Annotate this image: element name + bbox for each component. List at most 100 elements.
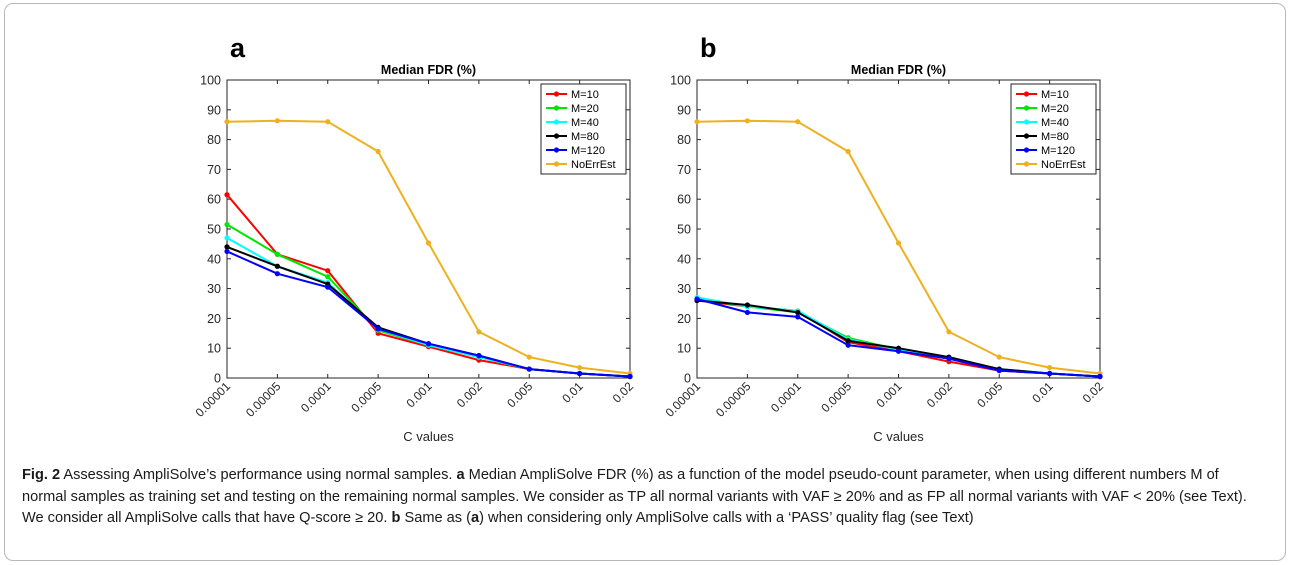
legend-label: NoErrEst [1041, 159, 1086, 171]
x-tick-label: 0.01 [1029, 379, 1056, 406]
y-tick-label: 80 [677, 133, 691, 147]
y-tick-label: 30 [677, 282, 691, 296]
data-point [526, 354, 532, 360]
figure-caption: Fig. 2 Assessing AmpliSolve’s performanc… [22, 465, 1267, 530]
legend-marker [1023, 105, 1030, 111]
y-tick-label: 90 [677, 103, 691, 117]
data-point [476, 329, 482, 335]
data-point [1047, 364, 1053, 371]
y-tick-label: 40 [207, 252, 221, 266]
data-point [425, 341, 432, 347]
panel-letter: a [230, 33, 246, 63]
data-point [795, 309, 801, 316]
data-point [375, 326, 381, 332]
x-tick-label: 0.00001 [663, 379, 704, 420]
data-point [845, 148, 851, 155]
data-point [224, 192, 230, 198]
legend-marker [553, 119, 560, 125]
data-point [325, 268, 331, 274]
legend-label: M=10 [571, 89, 599, 101]
legend-marker [553, 133, 560, 139]
legend-label: M=20 [571, 103, 599, 115]
panel-a: a Median FDR (%) 0 10 20 30 40 50 60 70 80 90 100 0.0… [162, 24, 682, 454]
legend-label: M=120 [571, 145, 605, 157]
data-point [946, 356, 952, 362]
y-tick-label: 80 [207, 133, 221, 147]
legend-marker [1023, 91, 1030, 97]
caption-panel-ref: a [471, 510, 480, 526]
y-tick-label: 60 [677, 193, 691, 207]
x-tick-label: 0.01 [559, 379, 586, 406]
data-point [744, 118, 750, 124]
y-tick-label: 60 [207, 193, 221, 207]
x-tick-label: 0.002 [454, 379, 485, 410]
legend-marker [553, 105, 560, 111]
y-tick-label: 100 [200, 74, 221, 88]
y-tick-label: 30 [207, 282, 221, 296]
caption-fig-label: Fig. 2 [22, 467, 61, 483]
legend [1010, 83, 1097, 175]
data-point [845, 338, 851, 344]
legend-label: M=20 [1041, 103, 1069, 115]
data-point [476, 353, 482, 359]
panel-letter: b [700, 33, 717, 63]
data-point [895, 348, 902, 354]
x-tick-label: 0.0001 [768, 379, 804, 415]
data-point [996, 367, 1002, 374]
x-axis-label: C values [873, 429, 924, 444]
caption-panel-ref: a [456, 467, 465, 483]
data-point [526, 366, 532, 372]
data-point [274, 118, 280, 124]
data-point [845, 342, 851, 348]
data-point [996, 354, 1002, 360]
legend-label: M=10 [1041, 89, 1069, 101]
data-point [577, 370, 583, 377]
data-point [274, 251, 280, 257]
y-tick-label: 70 [677, 163, 691, 177]
legend-label: M=80 [1041, 131, 1069, 143]
data-point [627, 373, 633, 380]
y-tick-label: 10 [207, 342, 221, 356]
legend-label: M=80 [571, 131, 599, 143]
x-tick-label: 0.0005 [348, 379, 384, 415]
data-point [325, 274, 331, 280]
data-point [224, 221, 230, 228]
legend-marker [553, 147, 560, 153]
data-point [224, 235, 230, 241]
y-tick-label: 100 [670, 74, 691, 88]
y-tick-label: 90 [207, 103, 221, 117]
caption-body: Assessing AmpliSolve’s performance using… [22, 467, 1247, 526]
x-tick-label: 0.005 [974, 379, 1005, 410]
legend-marker [553, 91, 560, 97]
y-tick-label: 0 [684, 372, 691, 386]
data-point [577, 364, 583, 371]
x-tick-label: 0.001 [873, 379, 904, 410]
data-point [274, 271, 280, 277]
data-point [375, 148, 381, 155]
y-tick-label: 20 [677, 312, 691, 326]
data-point [224, 244, 230, 250]
x-tick-label: 0.0005 [818, 379, 854, 415]
legend-marker [1023, 119, 1030, 125]
data-point [795, 314, 801, 320]
x-tick-label: 0.00005 [243, 379, 284, 420]
panel-b: b Median FDR (%) 0 10 20 30 40 50 60 70 80 90 100 0.0… [632, 24, 1152, 454]
data-point [895, 240, 902, 246]
data-point [744, 302, 750, 308]
caption-text: Assessing AmpliSolve’s performance using… [60, 467, 457, 483]
chart-b: b Median FDR (%) 0 10 20 30 40 50 60 70 80 90 100 0.0… [663, 33, 1107, 444]
figure-frame [4, 3, 1286, 561]
x-axis-label: C values [403, 429, 454, 444]
y-tick-label: 0 [214, 372, 221, 386]
data-point [694, 119, 700, 125]
data-point [274, 263, 280, 269]
data-point [1047, 370, 1053, 377]
y-tick-label: 50 [677, 223, 691, 237]
chart-a: a Median FDR (%) 0 10 20 30 40 50 60 70 80 90 100 0.0… [193, 33, 637, 444]
data-point [795, 119, 801, 125]
y-tick-label: 70 [207, 163, 221, 177]
data-point [425, 240, 432, 246]
chart-title: Median FDR (%) [851, 63, 946, 77]
chart-title: Median FDR (%) [381, 63, 476, 77]
legend-label: M=120 [1041, 145, 1075, 157]
